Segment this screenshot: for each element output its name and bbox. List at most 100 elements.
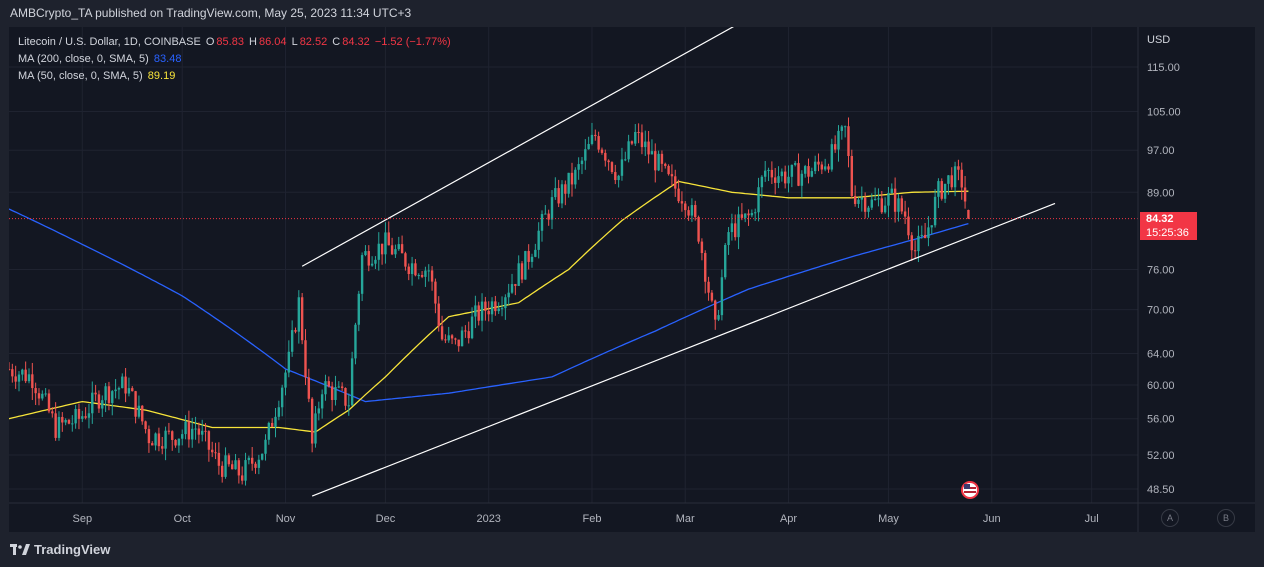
log-scale-button-a[interactable]: A (1161, 509, 1179, 527)
candle (797, 153, 800, 187)
candle (777, 166, 780, 189)
candle (297, 290, 301, 344)
publish-line: AMBCrypto_TA published on TradingView.co… (10, 6, 412, 20)
candle (414, 259, 417, 277)
candle (897, 193, 900, 222)
candle (77, 403, 81, 430)
candle (714, 299, 717, 330)
candle (564, 180, 567, 206)
candle (440, 315, 444, 341)
candle (304, 329, 307, 385)
candle (684, 201, 687, 218)
candle (853, 185, 857, 207)
candle (817, 153, 820, 172)
candle (850, 149, 854, 199)
candle (194, 416, 197, 440)
y-tick-label: 97.00 (1147, 145, 1175, 157)
candle (34, 382, 37, 406)
y-tick-label: 52.00 (1147, 450, 1175, 462)
candle (161, 436, 164, 455)
candle (347, 393, 350, 416)
candle (227, 453, 231, 467)
candle (390, 237, 394, 256)
candle (750, 209, 754, 218)
candle (654, 143, 657, 183)
y-tick-label: 64.00 (1147, 348, 1175, 360)
candle (767, 167, 770, 182)
candle (697, 215, 700, 244)
candle (9, 362, 11, 371)
candle (454, 337, 457, 345)
candle (843, 125, 847, 138)
tradingview-footer[interactable]: TradingView (10, 542, 110, 557)
candle (184, 415, 187, 440)
candle (177, 438, 181, 453)
candle (171, 430, 174, 451)
candle (247, 455, 251, 465)
candle (14, 365, 17, 389)
candle (307, 368, 311, 403)
candle (580, 157, 584, 175)
candle (517, 255, 520, 286)
candle (520, 261, 524, 284)
candle (607, 159, 610, 171)
candle (803, 164, 807, 178)
candle (730, 213, 734, 241)
ma200-legend[interactable]: MA (200, close, 0, SMA, 5) 83.48 (18, 53, 183, 65)
candle (524, 250, 527, 280)
candle (340, 382, 344, 392)
candle (707, 276, 710, 301)
candle (527, 244, 530, 270)
candle (54, 402, 57, 441)
candle (81, 410, 84, 423)
candle (57, 411, 61, 441)
candle (957, 159, 960, 181)
candle (360, 252, 364, 302)
candle (690, 198, 694, 222)
candle (267, 421, 271, 445)
candle (254, 461, 257, 474)
y-tick-label: 70.00 (1147, 305, 1175, 317)
candle (947, 175, 950, 195)
candle (457, 339, 460, 352)
x-tick-label: Sep (72, 513, 92, 525)
us-flag-icon[interactable] (961, 481, 979, 499)
candle (444, 334, 447, 344)
candle (460, 326, 464, 347)
candle (780, 168, 784, 182)
ma50-legend[interactable]: MA (50, close, 0, SMA, 5) 89.19 (18, 70, 177, 82)
candle (74, 405, 77, 429)
auto-scale-button-b[interactable]: B (1217, 509, 1235, 527)
candle (800, 170, 804, 198)
candle (903, 200, 907, 225)
symbol-legend[interactable]: Litecoin / U.S. Dollar, 1D, COINBASE O 85… (18, 36, 453, 48)
candle (594, 129, 597, 141)
candle (680, 191, 684, 212)
channel-lower-line (311, 202, 1056, 497)
y-tick-label: 76.00 (1147, 264, 1175, 276)
candle (620, 147, 624, 181)
candle (757, 177, 760, 222)
candle (47, 389, 51, 414)
candle (900, 195, 903, 215)
candle (664, 162, 667, 169)
candle (887, 187, 890, 218)
candle (447, 326, 450, 343)
candle (500, 296, 504, 317)
open-label: O (205, 36, 215, 48)
price-chart[interactable]: 115.00 105.00 97.00 89.00 76.00 70.00 64.00 60.… (9, 27, 1255, 532)
candle (237, 457, 241, 484)
candle (134, 390, 137, 424)
candle (290, 320, 294, 357)
candle (857, 197, 860, 209)
candle (813, 155, 817, 175)
y-tick-label: 48.50 (1147, 484, 1175, 496)
candle (890, 183, 893, 194)
candle (24, 361, 27, 384)
candle (660, 150, 664, 173)
candle (787, 165, 790, 193)
currency-label: USD (1147, 34, 1171, 46)
candle (354, 322, 357, 365)
candle (700, 238, 704, 261)
candle (384, 222, 387, 264)
